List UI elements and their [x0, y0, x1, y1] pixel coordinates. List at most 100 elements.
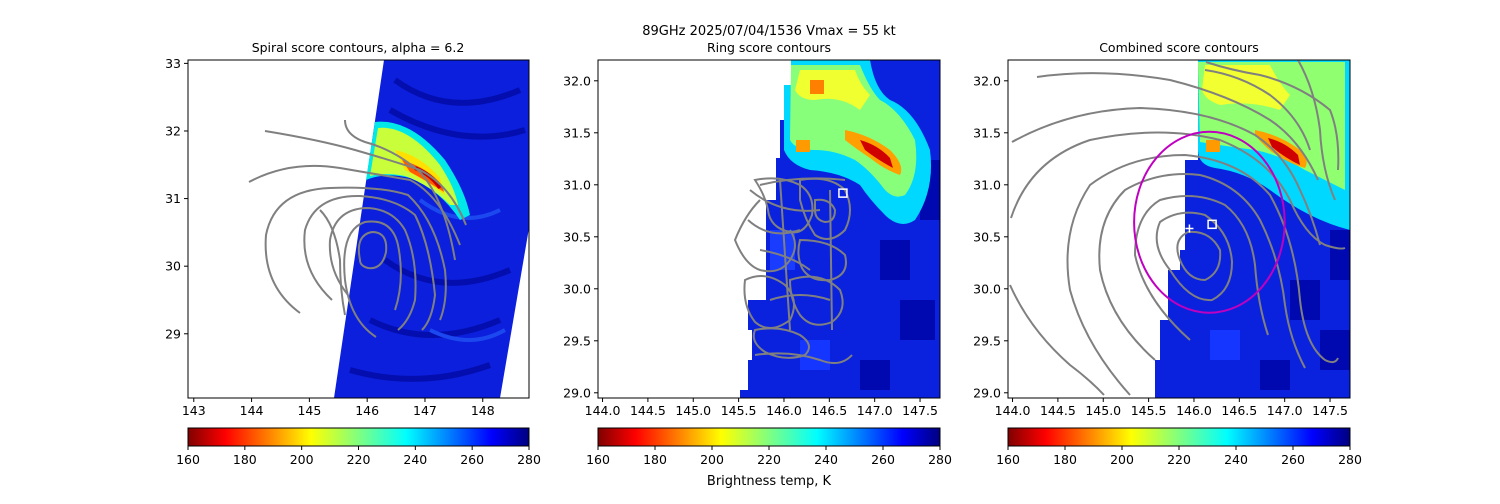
x-tick-label: 146 [355, 403, 379, 418]
x-ticks: 144.0 144.5 145.0 145.5 146.0 146.5 147.0 147.5 [995, 398, 1348, 418]
colorbar-tick-label: 240 [1224, 452, 1248, 467]
panel-ring: Ring score contours [563, 40, 952, 489]
x-tick-label: 144.0 [585, 403, 621, 418]
colorbar-tick-label: 180 [233, 452, 257, 467]
x-ticks: 143 144 145 146 147 148 [182, 398, 495, 418]
plot-frame [1007, 59, 1351, 399]
colorbar-tick-label: 160 [176, 452, 200, 467]
x-tick-label: 147.5 [902, 403, 938, 418]
x-tick-label: 145.0 [675, 403, 711, 418]
colorbar-tick-label: 180 [643, 452, 667, 467]
warm-band [784, 60, 931, 224]
ring-contours [733, 177, 853, 365]
colorbar [597, 427, 941, 447]
x-tick-label: 144.5 [1040, 403, 1076, 418]
colorbar-tick-label: 280 [1338, 452, 1362, 467]
y-ticks: 29.0 29.5 30.0 30.5 31.0 31.5 32.0 [973, 73, 1008, 400]
colorbar [187, 427, 530, 447]
y-tick-label: 30.5 [563, 229, 591, 244]
colorbar-ticks: 160 180 200 220 240 260 280 [586, 446, 952, 467]
y-tick-label: 33 [165, 56, 181, 71]
x-tick-label: 145.0 [1085, 403, 1121, 418]
center-plus-marker [1185, 224, 1194, 233]
y-tick-label: 29.0 [563, 385, 591, 400]
center-square-marker [1207, 219, 1217, 230]
y-tick-label: 30.0 [563, 281, 591, 296]
y-tick-label: 29.5 [563, 333, 591, 348]
panel-title: Ring score contours [707, 40, 831, 55]
x-tick-label: 146.5 [1221, 403, 1257, 418]
colorbar-tick-label: 160 [996, 452, 1020, 467]
y-tick-label: 29 [165, 326, 181, 341]
y-tick-label: 31.5 [563, 125, 591, 140]
colorbar-ticks: 160 180 200 220 240 260 280 [176, 446, 541, 467]
x-tick-label: 146.0 [766, 403, 802, 418]
x-tick-label: 146.5 [811, 403, 847, 418]
y-tick-label: 31 [165, 191, 181, 206]
plot-area [733, 60, 940, 398]
plot-frame [187, 59, 530, 399]
panel-title: Spiral score contours, alpha = 6.2 [252, 40, 465, 55]
plot-area [1009, 60, 1350, 398]
colorbar-tick-label: 260 [871, 452, 895, 467]
y-tick-label: 31.0 [973, 177, 1001, 192]
center-markers [1185, 219, 1217, 233]
colorbar-tick-label: 200 [700, 452, 724, 467]
y-tick-label: 32.0 [563, 73, 591, 88]
colorbar-tick-label: 240 [814, 452, 838, 467]
x-tick-label: 144.5 [630, 403, 666, 418]
colorbar [1007, 427, 1351, 447]
colorbar-tick-label: 220 [757, 452, 781, 467]
colorbar-ticks: 160 180 200 220 240 260 280 [996, 446, 1362, 467]
colorbar-label: Brightness temp, K [707, 474, 832, 489]
y-tick-label: 29.5 [973, 333, 1001, 348]
x-tick-label: 145 [297, 403, 321, 418]
x-tick-label: 144.0 [995, 403, 1031, 418]
plot-frame [597, 59, 941, 399]
colorbar-tick-label: 200 [290, 452, 314, 467]
x-tick-label: 145.5 [1131, 403, 1167, 418]
colorbar-tick-label: 180 [1053, 452, 1077, 467]
spiral-contours [248, 119, 467, 338]
x-tick-label: 147.0 [1267, 403, 1303, 418]
x-tick-label: 147.0 [857, 403, 893, 418]
y-tick-label: 32 [165, 123, 181, 138]
x-tick-label: 147.5 [1312, 403, 1348, 418]
y-tick-label: 29.0 [973, 385, 1001, 400]
x-tick-label: 148 [471, 403, 495, 418]
center-markers [838, 188, 848, 198]
plot-area [248, 60, 529, 398]
colorbar-tick-label: 260 [460, 452, 484, 467]
x-tick-label: 147 [413, 403, 437, 418]
y-tick-label: 30.5 [973, 229, 1001, 244]
colorbar-tick-label: 220 [347, 452, 371, 467]
swath-texture [1210, 230, 1350, 390]
colorbar-tick-label: 260 [1281, 452, 1305, 467]
y-tick-label: 31.0 [563, 177, 591, 192]
panel-spiral: Spiral score contours, alpha = 6.2 [165, 40, 541, 467]
x-tick-label: 145.5 [721, 403, 757, 418]
figure-suptitle: 89GHz 2025/07/04/1536 Vmax = 55 kt [642, 24, 896, 39]
combined-contours [1009, 60, 1346, 396]
colorbar-tick-label: 280 [928, 452, 952, 467]
y-tick-label: 31.5 [973, 125, 1001, 140]
x-ticks: 144.0 144.5 145.0 145.5 146.0 146.5 147.0 147.5 [585, 398, 938, 418]
y-ticks: 29 30 31 32 33 [165, 56, 188, 341]
colorbar-tick-label: 160 [586, 452, 610, 467]
x-tick-label: 143 [182, 403, 206, 418]
center-square-marker [838, 188, 848, 198]
panel-combined: Combined score contours [973, 40, 1362, 467]
panel-title: Combined score contours [1099, 40, 1259, 55]
colorbar-tick-label: 280 [517, 452, 541, 467]
colorbar-tick-label: 240 [403, 452, 427, 467]
eye-fit-circle [1133, 130, 1286, 314]
colorbar-tick-label: 200 [1110, 452, 1134, 467]
y-tick-label: 30 [165, 259, 181, 274]
x-tick-label: 146.0 [1176, 403, 1212, 418]
x-tick-label: 144 [240, 403, 264, 418]
colorbar-tick-label: 220 [1167, 452, 1191, 467]
y-tick-label: 30.0 [973, 281, 1001, 296]
y-tick-label: 32.0 [973, 73, 1001, 88]
y-ticks: 29.0 29.5 30.0 30.5 31.0 31.5 32.0 [563, 73, 598, 400]
